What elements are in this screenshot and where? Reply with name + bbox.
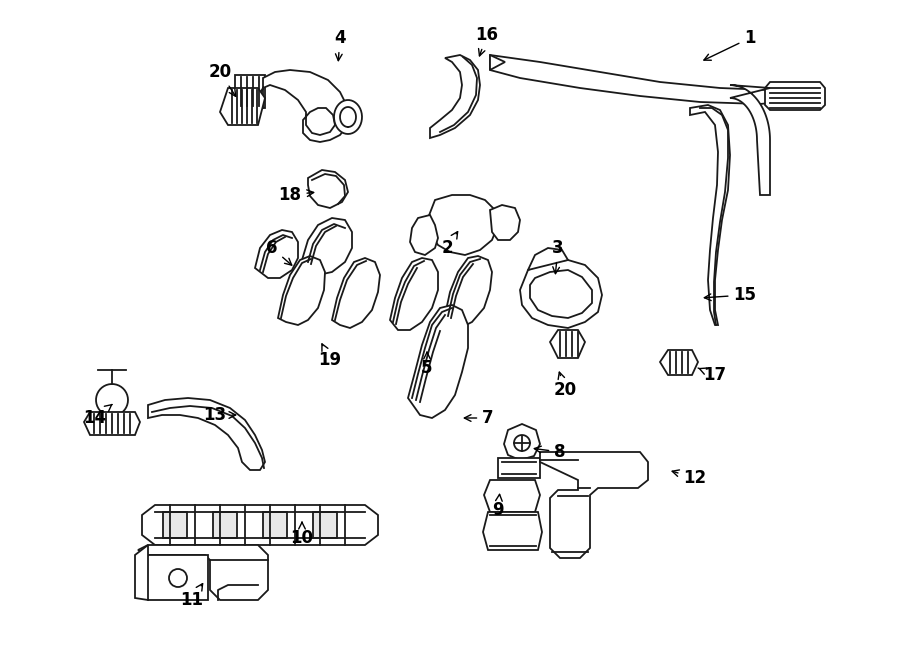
- Polygon shape: [96, 384, 128, 416]
- Polygon shape: [408, 305, 468, 418]
- Polygon shape: [263, 512, 287, 538]
- Polygon shape: [540, 452, 648, 558]
- Polygon shape: [235, 75, 265, 108]
- Polygon shape: [490, 55, 505, 70]
- Text: 6: 6: [266, 239, 292, 265]
- Polygon shape: [308, 170, 348, 208]
- Polygon shape: [445, 256, 492, 328]
- Text: 20: 20: [554, 372, 577, 399]
- Text: 1: 1: [704, 29, 756, 60]
- Polygon shape: [528, 248, 568, 270]
- Text: 14: 14: [84, 405, 112, 427]
- Polygon shape: [138, 545, 268, 600]
- Polygon shape: [490, 55, 820, 104]
- Polygon shape: [504, 424, 540, 460]
- Polygon shape: [520, 260, 602, 328]
- Text: 10: 10: [291, 522, 313, 547]
- Polygon shape: [660, 350, 698, 375]
- Polygon shape: [213, 512, 237, 538]
- Text: 5: 5: [421, 352, 433, 377]
- Polygon shape: [690, 105, 730, 325]
- Text: 7: 7: [464, 409, 494, 427]
- Polygon shape: [334, 100, 362, 134]
- Text: 2: 2: [441, 231, 457, 257]
- Polygon shape: [490, 205, 520, 240]
- Polygon shape: [278, 256, 325, 325]
- Polygon shape: [390, 258, 438, 330]
- Polygon shape: [484, 480, 540, 512]
- Text: 8: 8: [535, 443, 566, 461]
- Polygon shape: [498, 458, 540, 478]
- Polygon shape: [313, 512, 337, 538]
- Polygon shape: [550, 330, 585, 358]
- Polygon shape: [430, 55, 480, 138]
- Text: 4: 4: [334, 29, 346, 61]
- Polygon shape: [138, 555, 208, 600]
- Polygon shape: [148, 398, 265, 470]
- Text: 15: 15: [705, 286, 757, 304]
- Text: 16: 16: [475, 26, 499, 56]
- Polygon shape: [730, 85, 770, 195]
- Text: 3: 3: [553, 239, 563, 274]
- Text: 13: 13: [203, 406, 236, 424]
- Polygon shape: [530, 270, 592, 318]
- Polygon shape: [220, 88, 265, 125]
- Polygon shape: [257, 70, 348, 142]
- Polygon shape: [302, 218, 352, 275]
- Text: 20: 20: [209, 63, 236, 97]
- Polygon shape: [255, 230, 298, 278]
- Polygon shape: [428, 195, 498, 255]
- Text: 17: 17: [698, 366, 726, 384]
- Text: 9: 9: [492, 494, 504, 519]
- Polygon shape: [765, 82, 825, 110]
- Polygon shape: [84, 412, 140, 435]
- Polygon shape: [514, 435, 530, 451]
- Text: 18: 18: [278, 186, 314, 204]
- Polygon shape: [163, 512, 187, 538]
- Text: 12: 12: [672, 469, 706, 487]
- Polygon shape: [410, 215, 438, 255]
- Polygon shape: [135, 545, 148, 600]
- Polygon shape: [142, 505, 378, 545]
- Text: 11: 11: [181, 584, 203, 609]
- Polygon shape: [332, 258, 380, 328]
- Text: 19: 19: [319, 344, 342, 369]
- Polygon shape: [483, 512, 542, 550]
